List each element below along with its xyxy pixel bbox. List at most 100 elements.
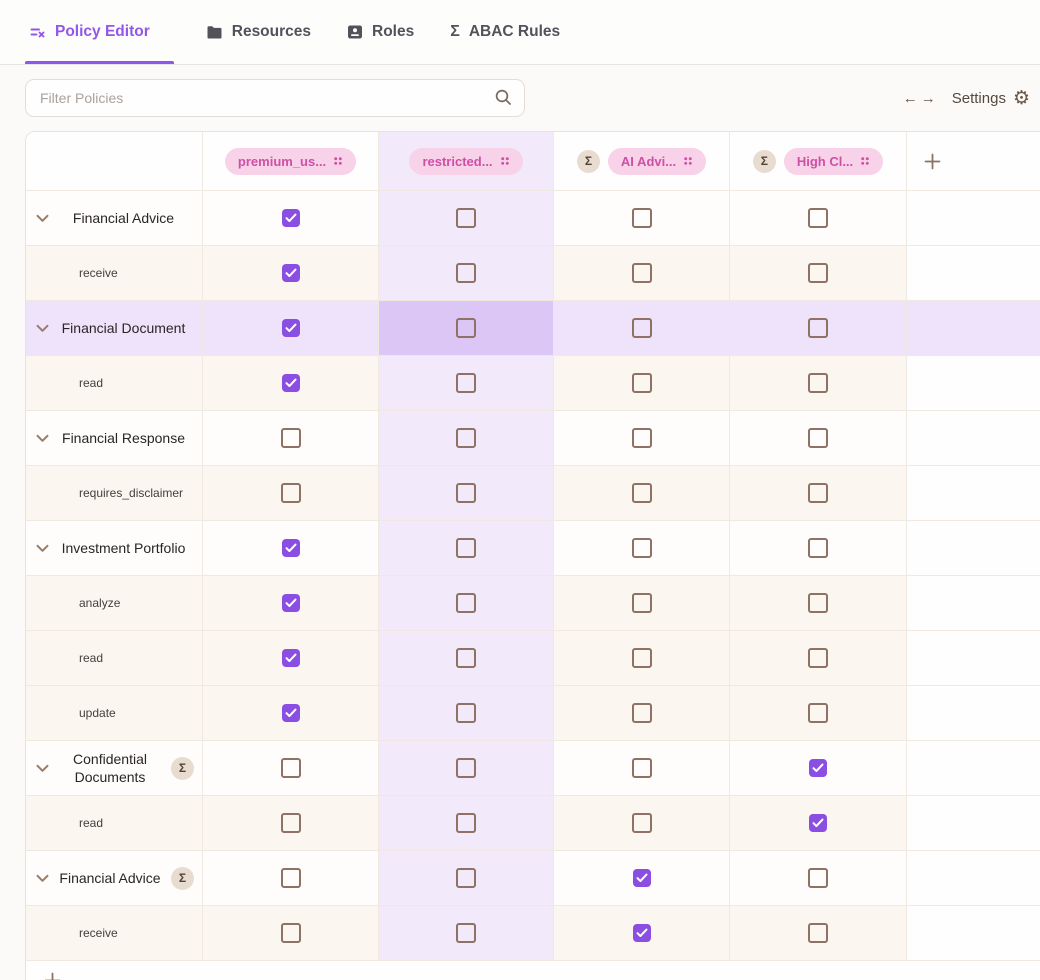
column-pill-label: AI Advi...: [620, 153, 677, 169]
checkbox-checked[interactable]: [281, 539, 300, 557]
matrix-cell: [554, 191, 730, 246]
action-label: read: [79, 816, 104, 830]
action-label: update: [79, 706, 116, 720]
checkbox-unchecked[interactable]: [808, 923, 828, 943]
checkbox-checked[interactable]: [809, 814, 827, 832]
checkbox-unchecked[interactable]: [631, 703, 652, 723]
checkbox-unchecked[interactable]: [280, 868, 301, 888]
checkbox-unchecked[interactable]: [808, 318, 828, 338]
checkbox-unchecked[interactable]: [456, 538, 476, 558]
action-label: requires_disclaimer: [79, 486, 184, 500]
checkbox-unchecked[interactable]: [808, 538, 828, 558]
checkbox-unchecked[interactable]: [456, 373, 476, 393]
empty-cell: [907, 741, 1040, 796]
checkbox-unchecked[interactable]: [631, 648, 652, 668]
matrix-cell: [730, 906, 907, 961]
checkbox-checked[interactable]: [809, 759, 827, 777]
checkbox-unchecked[interactable]: [631, 813, 652, 833]
grip-dots-icon[interactable]: [500, 156, 510, 166]
filter-policies-input[interactable]: [25, 79, 525, 117]
resource-row-label: Confidential Documents Σ: [26, 741, 203, 796]
checkbox-unchecked[interactable]: [631, 483, 652, 503]
checkbox-unchecked[interactable]: [808, 483, 828, 503]
checkbox-unchecked[interactable]: [631, 263, 652, 283]
matrix-cell: [730, 631, 907, 686]
column-pill[interactable]: High Cl...: [783, 147, 884, 175]
gear-icon: ⚙: [1012, 87, 1030, 109]
checkbox-unchecked[interactable]: [456, 483, 476, 503]
tab-policy-editor[interactable]: Policy Editor: [25, 0, 174, 64]
chevron-down-icon[interactable]: [36, 324, 49, 333]
checkbox-unchecked[interactable]: [808, 868, 828, 888]
add-column-button[interactable]: [923, 152, 942, 171]
matrix-cell: [203, 411, 379, 466]
action-row-label: analyze: [26, 576, 203, 631]
matrix-cell: [554, 466, 730, 521]
tab-label: ABAC Rules: [468, 23, 561, 40]
chevron-down-icon[interactable]: [36, 544, 49, 553]
checkbox-checked[interactable]: [281, 594, 300, 612]
checkbox-unchecked[interactable]: [280, 483, 301, 503]
checkbox-unchecked[interactable]: [808, 373, 828, 393]
checkbox-checked[interactable]: [632, 869, 651, 887]
checkbox-unchecked[interactable]: [456, 923, 476, 943]
checkbox-checked[interactable]: [281, 264, 300, 282]
expand-columns-button[interactable]: ← →: [903, 90, 936, 107]
grip-dots-icon[interactable]: [333, 156, 343, 166]
checkbox-unchecked[interactable]: [280, 923, 301, 943]
checkbox-unchecked[interactable]: [456, 648, 476, 668]
action-label: read: [79, 651, 104, 665]
checkbox-unchecked[interactable]: [808, 648, 828, 668]
checkbox-checked[interactable]: [281, 374, 300, 392]
column-pill[interactable]: premium_us...: [224, 147, 357, 175]
tab-abac-rules[interactable]: Σ ABAC Rules: [446, 0, 564, 64]
chevron-down-icon[interactable]: [36, 434, 49, 443]
checkbox-unchecked[interactable]: [456, 593, 476, 613]
checkbox-unchecked[interactable]: [456, 428, 476, 448]
checkbox-unchecked[interactable]: [631, 318, 652, 338]
checkbox-checked[interactable]: [281, 319, 300, 337]
checkbox-unchecked[interactable]: [280, 813, 301, 833]
tab-roles[interactable]: Roles: [343, 0, 418, 64]
chevron-down-icon[interactable]: [36, 214, 49, 223]
settings-button[interactable]: Settings ⚙: [952, 89, 1030, 108]
checkbox-unchecked[interactable]: [456, 263, 476, 283]
checkbox-unchecked[interactable]: [631, 428, 652, 448]
checkbox-checked[interactable]: [281, 649, 300, 667]
grip-dots-icon[interactable]: [683, 156, 693, 166]
checkbox-unchecked[interactable]: [456, 318, 476, 338]
checkbox-unchecked[interactable]: [456, 813, 476, 833]
column-pill[interactable]: restricted...: [409, 147, 523, 175]
checkbox-unchecked[interactable]: [631, 758, 652, 778]
checkbox-unchecked[interactable]: [456, 703, 476, 723]
grip-dots-icon[interactable]: [860, 156, 870, 166]
checkbox-checked[interactable]: [281, 704, 300, 722]
resource-row-label: Financial Document: [26, 301, 203, 356]
checkbox-unchecked[interactable]: [808, 208, 828, 228]
checkbox-unchecked[interactable]: [631, 538, 652, 558]
add-row-button[interactable]: [43, 971, 62, 980]
checkbox-unchecked[interactable]: [280, 758, 301, 778]
column-header-cell: restricted...: [379, 132, 554, 191]
column-pill[interactable]: AI Advi...: [607, 147, 707, 175]
action-label: receive: [79, 926, 118, 940]
chevron-down-icon[interactable]: [36, 764, 49, 773]
checkbox-unchecked[interactable]: [456, 208, 476, 228]
checkbox-unchecked[interactable]: [631, 373, 652, 393]
checkbox-unchecked[interactable]: [631, 593, 652, 613]
checkbox-unchecked[interactable]: [280, 428, 301, 448]
checkbox-unchecked[interactable]: [808, 703, 828, 723]
resource-label: Financial Response: [62, 429, 185, 446]
chevron-down-icon[interactable]: [36, 874, 49, 883]
checkbox-unchecked[interactable]: [808, 263, 828, 283]
checkbox-checked[interactable]: [632, 924, 651, 942]
checkbox-unchecked[interactable]: [631, 208, 652, 228]
checkbox-unchecked[interactable]: [808, 593, 828, 613]
checkbox-unchecked[interactable]: [808, 428, 828, 448]
matrix-cell: [379, 851, 554, 906]
checkbox-unchecked[interactable]: [456, 868, 476, 888]
checkbox-checked[interactable]: [281, 209, 300, 227]
tab-resources[interactable]: Resources: [202, 0, 315, 64]
sigma-icon: Σ: [450, 23, 460, 40]
checkbox-unchecked[interactable]: [456, 758, 476, 778]
